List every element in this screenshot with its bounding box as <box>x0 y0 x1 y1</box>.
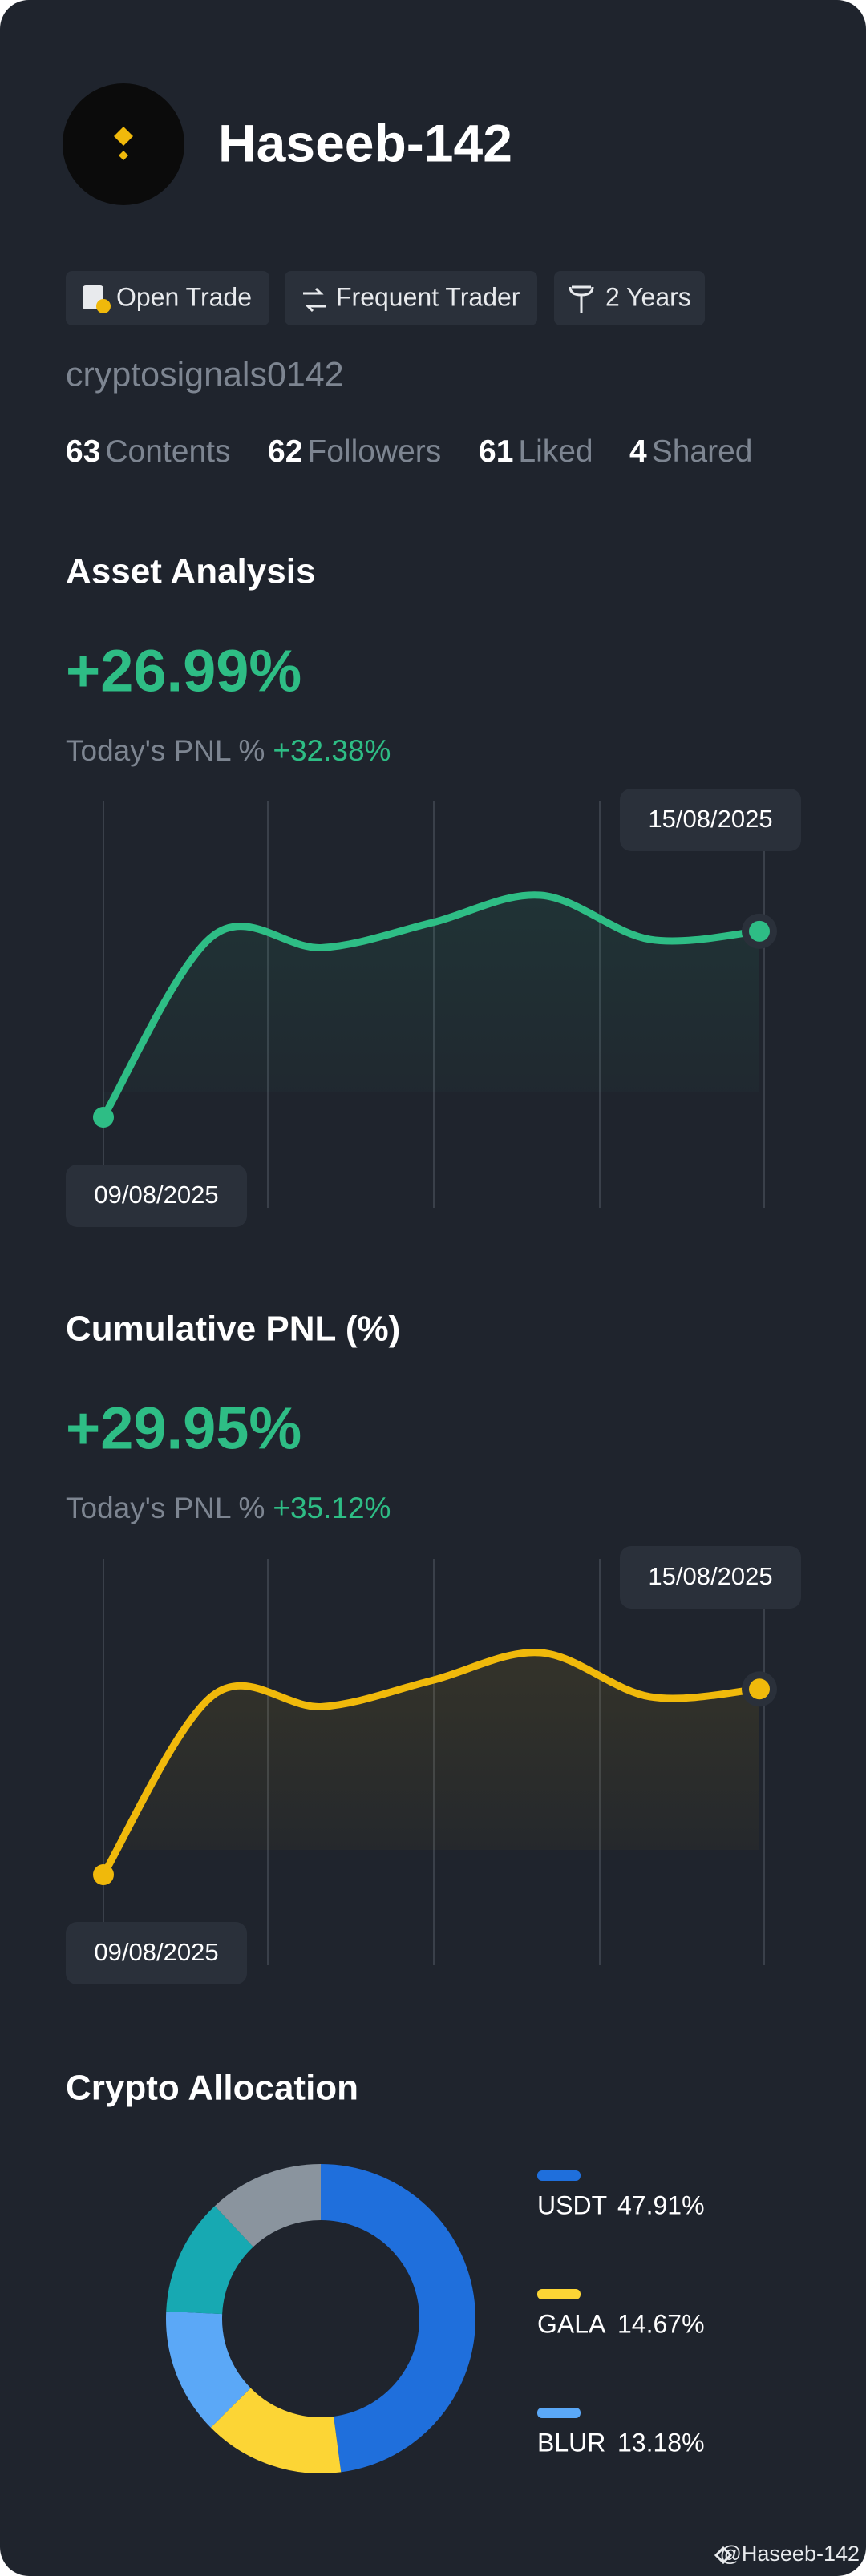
badges: Open Trade Frequent Trader 2 Years <box>66 271 705 325</box>
date-label: 09/08/2025 <box>94 1181 218 1209</box>
section-title: Cumulative PNL (%) <box>66 1310 400 1349</box>
legend-value: 13.18% <box>617 2428 705 2457</box>
donut-segment <box>210 2387 342 2473</box>
footer-icon <box>714 2546 733 2565</box>
pnl-label: Today's PNL % <box>66 734 265 767</box>
headline-value: +29.95% <box>66 1395 301 1462</box>
stat: 62 Followers <box>268 434 441 469</box>
badge-label: Open Trade <box>116 282 252 311</box>
stat: 61 Liked <box>479 434 593 469</box>
legend-label: USDT <box>537 2190 607 2219</box>
line-area <box>103 1652 759 1875</box>
badge-icon <box>96 299 111 313</box>
legend-swatch <box>537 2408 581 2418</box>
stat-value: 61 <box>479 434 513 469</box>
stat-value: 63 <box>66 434 100 469</box>
stat-value: 62 <box>268 434 302 469</box>
stat-value: 4 <box>629 434 647 469</box>
section-title: Asset Analysis <box>66 552 315 592</box>
pnl-subtitle: Today's PNL % +35.12% <box>66 1492 391 1524</box>
badge <box>285 271 537 325</box>
headline-value: +26.99% <box>66 638 301 705</box>
date-tooltip <box>66 1165 247 1227</box>
profile-name: Haseeb-142 <box>218 113 512 172</box>
legend-label: BLUR <box>537 2428 605 2457</box>
pnl-value: +35.12% <box>273 1492 391 1524</box>
point-dot <box>93 1107 114 1128</box>
legend-value: 47.91% <box>617 2190 705 2219</box>
stat-label: Shared <box>652 434 753 469</box>
date-tooltip <box>620 789 801 851</box>
date-label: 09/08/2025 <box>94 1938 218 1966</box>
date-label: 15/08/2025 <box>648 1562 772 1590</box>
section-title: Crypto Allocation <box>66 2069 358 2108</box>
legend-value: 14.67% <box>617 2309 705 2338</box>
point-dot <box>749 1678 770 1700</box>
stat-label: Liked <box>518 434 593 469</box>
pnl-subtitle: Today's PNL % +32.38% <box>66 734 391 767</box>
badge-label: Frequent Trader <box>336 282 520 311</box>
avatar-logo <box>114 127 133 160</box>
stats: 63 Contents 62 Followers 61 Liked 4 Shared <box>66 434 752 469</box>
date-tooltip <box>66 1922 247 1984</box>
legend-swatch <box>537 2289 581 2299</box>
pnl-label: Today's PNL % <box>66 1492 265 1524</box>
donut-segment <box>320 2164 475 2473</box>
footer-handle: @Haseeb-142 <box>719 2542 860 2566</box>
stat: 63 Contents <box>66 434 231 469</box>
stat-label: Followers <box>307 434 441 469</box>
badge <box>554 271 705 325</box>
line <box>99 891 763 1121</box>
stat: 4 Shared <box>629 434 752 469</box>
username: cryptosignals0142 <box>66 355 344 394</box>
badge-icon <box>569 285 594 313</box>
pnl-value: +32.38% <box>273 734 391 767</box>
date-tooltip <box>620 1546 801 1609</box>
date-label: 15/08/2025 <box>648 805 772 833</box>
line-area <box>103 894 759 1117</box>
badge-icon <box>303 287 326 313</box>
donut-segment <box>166 2206 254 2316</box>
legend-swatch <box>537 2170 581 2181</box>
badge-label: 2 Years <box>605 282 691 311</box>
donut-segment <box>166 2311 252 2428</box>
charts: Asset Analysis+26.99%Today's PNL % +32.38… <box>66 552 801 2473</box>
legend-label: GALA <box>537 2309 606 2338</box>
point-dot <box>93 1864 114 1885</box>
line <box>99 1649 763 1879</box>
donut-segment <box>214 2164 322 2248</box>
stat-label: Contents <box>105 434 230 469</box>
point-dot <box>749 920 770 942</box>
badge <box>66 271 269 325</box>
